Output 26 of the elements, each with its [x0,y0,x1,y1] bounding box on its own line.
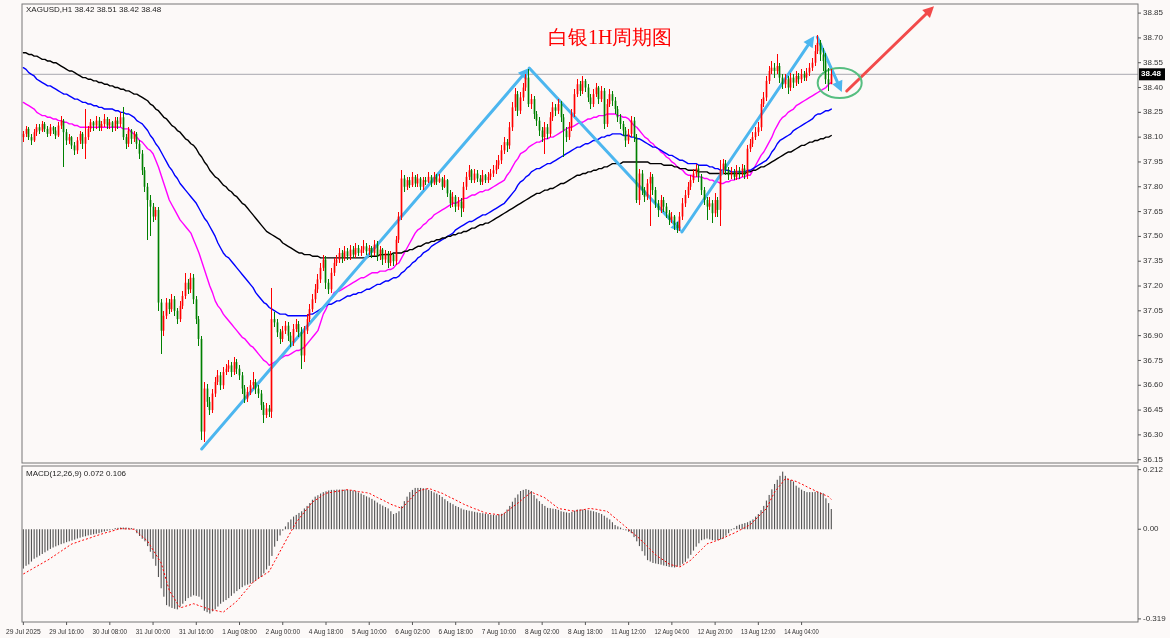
y-tick-label: 37.50 [1143,231,1164,241]
y-tick-label: 38.40 [1143,82,1164,92]
y-tick-label: 37.95 [1143,157,1164,167]
text: 白银1H周期图 [547,26,673,48]
ref-line-label: 38.48 [1141,69,1162,79]
y-tick-label: 37.65 [1143,206,1164,216]
y-tick-label: 36.75 [1143,355,1164,365]
y-tick-label: 38.10 [1143,132,1164,142]
y-tick-label: 38.70 [1143,33,1164,43]
y-tick-label: 36.90 [1143,330,1164,340]
y-tick-label: 37.80 [1143,181,1164,191]
y-tick-label: 37.35 [1143,256,1164,266]
chart-subtitle: XAGUSD,H1 38.42 38.51 38.42 38.48 [26,5,162,14]
chart-title: MACD(12,26,9) 0.072 0.106 [26,469,127,478]
y-tick-label: 37.05 [1143,305,1164,315]
y-tick-label: 38.25 [1143,107,1164,117]
y-tick-label: 36.60 [1143,380,1164,390]
y-tick-label: 36.15 [1143,454,1164,464]
y-tick-label: 36.30 [1143,429,1164,439]
y-tick-label: 38.55 [1143,57,1164,67]
y-tick-label: 0.212 [1143,464,1164,474]
y-tick-label: 36.45 [1143,405,1164,415]
y-tick-label: 38.85 [1143,8,1164,18]
y-tick-label: 37.20 [1143,281,1164,291]
y-tick-label: -0.319 [1143,614,1167,624]
y-tick-label: 0.00 [1143,524,1160,534]
